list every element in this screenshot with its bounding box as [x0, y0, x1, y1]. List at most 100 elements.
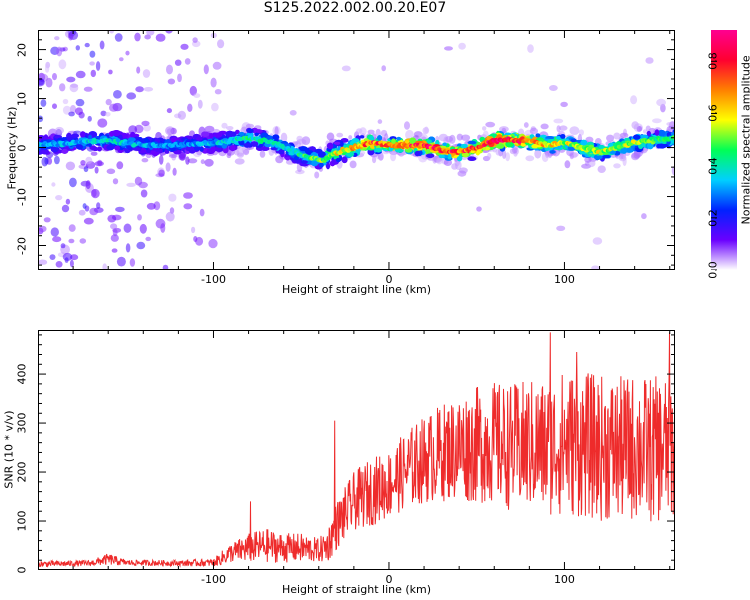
- heatmap-noise-blob: [108, 69, 113, 75]
- heatmap-cell: [230, 145, 236, 152]
- heatmap-noise-blob: [234, 149, 240, 156]
- heatmap-noise-blob: [116, 256, 126, 267]
- spectrogram-xtick-label: 100: [553, 273, 575, 286]
- heatmap-noise-blob: [556, 225, 566, 231]
- heatmap-cell: [326, 142, 334, 150]
- heatmap-noise-blob: [75, 45, 80, 51]
- heatmap-noise-blob: [476, 206, 482, 212]
- heatmap-noise-blob: [126, 182, 136, 187]
- heatmap-noise-blob: [65, 161, 76, 171]
- heatmap-noise-blob: [613, 163, 621, 169]
- heatmap-noise-blob: [326, 132, 335, 141]
- heatmap-noise-blob: [90, 188, 100, 199]
- heatmap-noise-blob: [212, 61, 222, 70]
- spectrogram-plot: [38, 30, 675, 270]
- heatmap-noise-blob: [160, 223, 166, 233]
- heatmap-cell: [213, 132, 223, 138]
- heatmap-cell: [447, 153, 452, 160]
- heatmap-noise-blob: [68, 224, 76, 232]
- heatmap-noise-blob: [78, 209, 86, 216]
- heatmap-noise-blob: [44, 64, 50, 73]
- heatmap-noise-blob: [191, 226, 196, 234]
- heatmap-noise-blob: [499, 126, 509, 133]
- heatmap-noise-blob: [85, 180, 91, 190]
- heatmap-cell: [654, 129, 660, 136]
- heatmap-cell: [339, 140, 344, 148]
- heatmap-noise-blob: [94, 166, 99, 174]
- heatmap-noise-blob: [645, 125, 651, 132]
- snr-xtick-label: 0: [385, 573, 393, 586]
- heatmap-noise-blob: [54, 155, 60, 165]
- heatmap-noise-blob: [449, 134, 456, 144]
- heatmap-noise-blob: [274, 126, 279, 136]
- heatmap-cell: [461, 152, 469, 158]
- spectrogram-ylabel: Frequency (Hz): [5, 106, 19, 190]
- heatmap-noise-blob: [123, 223, 132, 233]
- heatmap-noise-blob: [82, 203, 87, 209]
- heatmap-cell: [646, 131, 651, 136]
- snr-xlabel: Height of straight line (km): [281, 583, 432, 596]
- heatmap-noise-blob: [140, 189, 148, 198]
- heatmap-noise-blob: [495, 148, 502, 156]
- heatmap-noise-blob: [208, 238, 218, 249]
- heatmap-cell: [243, 142, 251, 148]
- heatmap-noise-blob: [165, 211, 175, 222]
- heatmap-ridge-cell: [115, 138, 121, 143]
- heatmap-noise-blob: [591, 265, 600, 270]
- heatmap-noise-blob: [115, 206, 125, 213]
- colorbar-tick-label: 0.2: [706, 209, 720, 227]
- heatmap-noise-blob: [106, 168, 116, 175]
- spectrogram-ytick-label: 20: [15, 42, 29, 57]
- heatmap-noise-blob: [112, 178, 119, 185]
- heatmap-noise-blob: [341, 65, 351, 72]
- heatmap-cell: [467, 156, 477, 161]
- heatmap-noise-blob: [129, 258, 136, 267]
- heatmap-noise-blob: [50, 227, 59, 237]
- heatmap-cell: [260, 146, 270, 151]
- heatmap-cell: [599, 145, 605, 150]
- heatmap-noise-blob: [234, 158, 245, 165]
- heatmap-noise-blob: [197, 99, 203, 109]
- heatmap-noise-blob: [96, 202, 101, 210]
- heatmap-cell: [210, 145, 216, 153]
- spectrogram-panel: [38, 30, 675, 270]
- heatmap-noise-blob: [107, 214, 117, 223]
- heatmap-noise-blob: [137, 214, 142, 221]
- heatmap-noise-blob: [40, 99, 47, 107]
- heatmap-noise-blob: [275, 155, 284, 164]
- heatmap-cell: [61, 148, 68, 154]
- heatmap-noise-blob: [69, 259, 74, 268]
- heatmap-cell: [272, 134, 280, 140]
- heatmap-cell: [396, 136, 402, 141]
- heatmap-cell: [97, 146, 102, 152]
- heatmap-noise-blob: [314, 171, 320, 179]
- heatmap-cell: [111, 130, 121, 137]
- spectrogram-ytick-label: -20: [15, 236, 29, 255]
- heatmap-noise-blob: [172, 167, 177, 176]
- heatmap-noise-blob: [111, 248, 118, 253]
- heatmap-noise-blob: [54, 126, 64, 135]
- heatmap-noise-blob: [58, 59, 67, 70]
- heatmap-cell: [625, 147, 634, 153]
- heatmap-noise-blob: [166, 108, 172, 114]
- heatmap-noise-blob: [52, 73, 57, 81]
- heatmap-noise-blob: [584, 156, 592, 163]
- heatmap-noise-blob: [187, 158, 198, 164]
- heatmap-noise-blob: [90, 69, 96, 78]
- heatmap-cell: [442, 142, 448, 146]
- heatmap-noise-blob: [242, 149, 250, 156]
- heatmap-noise-blob: [487, 152, 492, 160]
- heatmap-noise-blob: [62, 98, 69, 105]
- heatmap-cell: [505, 141, 514, 148]
- heatmap-noise-blob: [80, 160, 86, 166]
- heatmap-ridge-cell: [286, 148, 292, 153]
- heatmap-noise-blob: [128, 125, 138, 134]
- colorbar-tick-label: 0.6: [706, 104, 720, 123]
- heatmap-cell: [318, 162, 324, 168]
- heatmap-noise-blob: [167, 78, 176, 85]
- heatmap-cell: [426, 139, 433, 144]
- heatmap-noise-blob: [461, 134, 471, 141]
- heatmap-noise-blob: [204, 125, 215, 133]
- heatmap-noise-blob: [168, 193, 177, 202]
- heatmap-noise-blob: [55, 261, 63, 268]
